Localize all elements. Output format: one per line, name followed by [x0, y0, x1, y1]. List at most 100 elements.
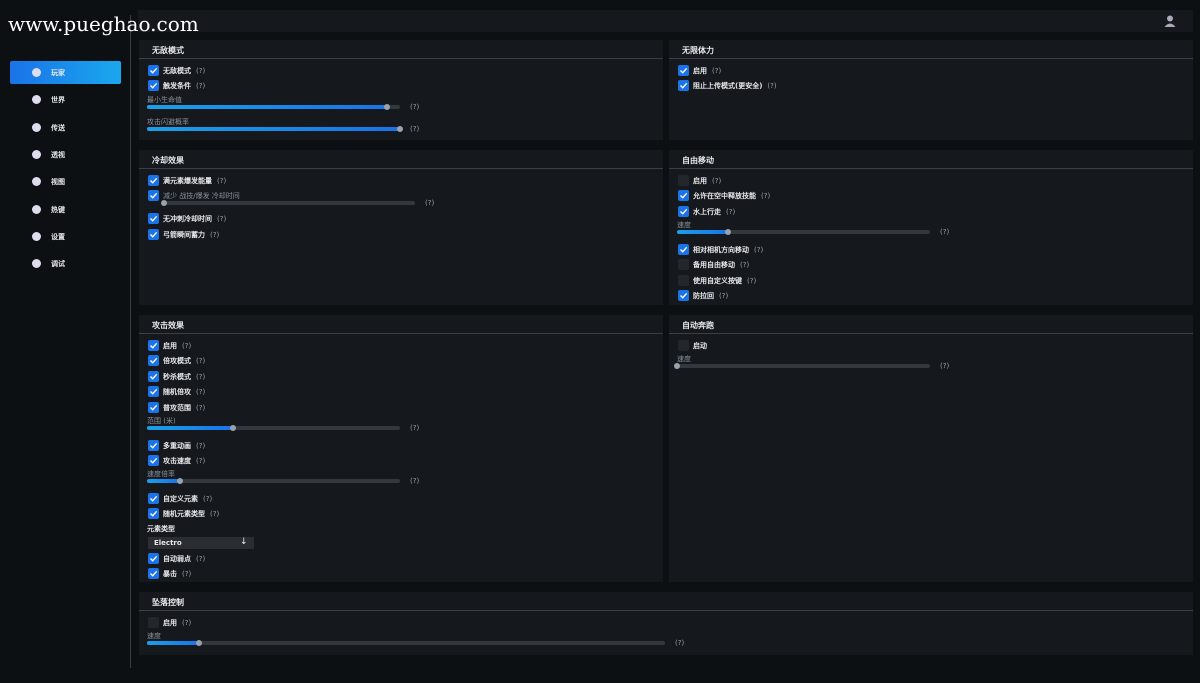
nav-label: 设置	[51, 232, 65, 241]
checkbox[interactable]	[148, 175, 159, 186]
checkbox-label: 防拉回	[693, 291, 714, 300]
nav-item[interactable]: 世界	[10, 88, 121, 111]
checkbox-label: 备用自由移动	[693, 261, 735, 270]
nav-item[interactable]: 玩家	[10, 61, 121, 84]
checkbox[interactable]	[148, 401, 159, 413]
checkbox[interactable]	[678, 259, 689, 271]
checkbox-label: 启用	[163, 619, 177, 627]
help-hint: (?)	[196, 388, 206, 397]
watermark: www.pueghao.com	[8, 12, 199, 36]
checkbox[interactable]	[148, 439, 159, 451]
checkbox-label: 启用	[163, 342, 177, 350]
checkbox[interactable]	[148, 492, 159, 504]
header-line	[669, 168, 1193, 169]
panel-title: 冷却效果	[152, 156, 184, 165]
slider-label: 攻击闪避概率	[147, 118, 189, 127]
slider-knob[interactable]	[397, 126, 403, 133]
checkbox-label: 水上行走	[693, 207, 721, 216]
help-hint: (?)	[196, 357, 206, 366]
checkbox[interactable]	[148, 355, 159, 367]
check-mark	[150, 389, 158, 395]
check-mark	[680, 292, 688, 299]
checkbox[interactable]	[678, 80, 689, 92]
checkbox[interactable]	[678, 243, 689, 255]
checkbox[interactable]	[148, 568, 159, 579]
help-hint: (?)	[196, 441, 206, 450]
checkbox[interactable]	[678, 274, 689, 286]
header-line	[669, 333, 1193, 334]
checkbox[interactable]	[148, 65, 159, 76]
nav-item[interactable]: 透视	[10, 143, 121, 166]
help-hint: (?)	[217, 177, 227, 185]
nav-item[interactable]: 热键	[10, 198, 121, 221]
panel-title: 攻击效果	[152, 321, 184, 330]
slider-knob[interactable]	[384, 103, 391, 110]
help-hint: (?)	[182, 342, 192, 350]
panel: 攻击效果 启用 (?) 倍攻模式 (?) 秒杀模式 (?) 随机倍攻 (?) 普攻范围 (?) 范围 …	[139, 315, 663, 582]
slider-track[interactable]	[147, 426, 400, 430]
panel: 自动奔跑 启动 速度 (?)	[669, 315, 1193, 582]
checkbox-label: 满元素爆发能量	[163, 177, 212, 185]
slider-track[interactable]	[164, 201, 415, 206]
user-icon[interactable]	[1163, 14, 1177, 28]
check-mark	[150, 511, 158, 517]
checkbox[interactable]	[148, 228, 159, 240]
checkbox[interactable]	[678, 205, 689, 217]
slider-knob[interactable]	[161, 200, 167, 207]
checkbox[interactable]	[148, 454, 159, 466]
checkbox[interactable]	[148, 340, 159, 351]
check-mark	[150, 342, 158, 349]
checkbox-label: 多重动画	[163, 441, 191, 450]
nav-icon	[32, 149, 41, 159]
nav-item[interactable]: 视图	[10, 170, 121, 193]
check-mark	[680, 83, 688, 90]
slider-knob[interactable]	[176, 478, 183, 485]
nav-item[interactable]: 设置	[10, 225, 121, 248]
checkbox[interactable]	[148, 213, 159, 225]
checkbox[interactable]	[148, 508, 159, 520]
slider-label: 最小生命值	[147, 95, 182, 104]
header-line	[139, 58, 663, 59]
checkbox[interactable]	[678, 340, 689, 351]
nav-item[interactable]: 传送	[10, 116, 121, 139]
check-mark	[680, 246, 688, 253]
slider-knob[interactable]	[195, 640, 202, 647]
slider-track[interactable]	[677, 230, 930, 235]
slider-fill	[147, 104, 388, 109]
checkbox[interactable]	[148, 370, 159, 382]
checkbox[interactable]	[148, 80, 159, 92]
sidebar-divider	[130, 15, 131, 668]
checkbox[interactable]	[678, 175, 689, 186]
checkbox[interactable]	[678, 65, 689, 76]
checkbox[interactable]	[678, 190, 689, 202]
checkbox-label: 倍攻模式	[163, 357, 191, 366]
checkbox[interactable]	[148, 190, 159, 202]
checkbox[interactable]	[148, 617, 159, 628]
checkbox[interactable]	[148, 552, 159, 564]
field-label: 元素类型	[147, 524, 175, 533]
nav-label: 调试	[51, 260, 65, 269]
panel-title: 自由移动	[682, 156, 714, 165]
check-mark	[150, 495, 158, 502]
checkbox-label: 弓箭瞬间蓄力	[163, 230, 205, 239]
nav-icon	[32, 122, 41, 132]
checkbox[interactable]	[148, 386, 159, 398]
check-mark	[150, 67, 158, 74]
slider-knob[interactable]	[230, 425, 237, 431]
slider-knob[interactable]	[724, 229, 731, 236]
checkbox-label: 普攻范围	[163, 403, 191, 412]
slider-label: 速度	[147, 632, 161, 641]
check-mark	[150, 83, 158, 90]
checkbox[interactable]	[678, 289, 689, 301]
slider-knob[interactable]	[674, 363, 680, 370]
slider-track[interactable]	[677, 364, 930, 369]
slider-track[interactable]	[147, 641, 665, 646]
nav-item[interactable]: 调试	[10, 252, 121, 275]
checkbox-label: 相对相机方向移动	[693, 245, 749, 254]
slider-track[interactable]	[147, 479, 400, 484]
dropdown[interactable]: Electro ↓	[148, 536, 254, 549]
nav-icon	[32, 259, 41, 269]
dropdown-arrow: ↓	[240, 536, 248, 547]
